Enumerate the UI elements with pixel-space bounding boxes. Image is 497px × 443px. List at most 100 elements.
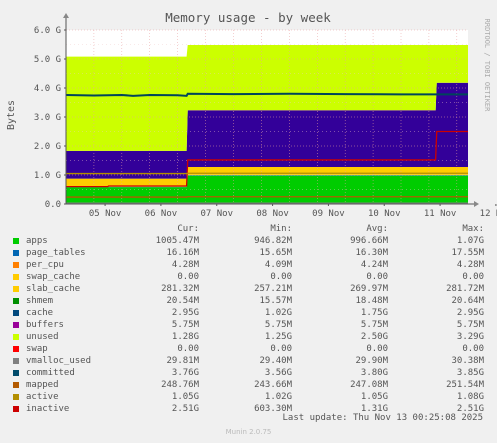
- legend-label: active: [26, 392, 59, 402]
- legend-item-swap-cache: swap_cache 0.00 0.00 0.00 0.00: [12, 271, 487, 283]
- legend-min-value: 4.09M: [264, 260, 292, 270]
- legend-avg-value: 5.75M: [360, 320, 388, 330]
- legend-avg-value: 0.00: [366, 344, 388, 354]
- header-min: Min:: [270, 224, 292, 234]
- header-avg: Avg:: [366, 224, 388, 234]
- legend-min-value: 0.00: [270, 272, 292, 282]
- legend-avg-value: 3.80G: [360, 368, 388, 378]
- legend-item-mapped: mapped 248.76M 243.66M 247.08M 251.54M: [12, 379, 487, 391]
- legend-avg-value: 1.05G: [360, 392, 388, 402]
- legend-max-value: 5.75M: [456, 320, 484, 330]
- legend-min-value: 257.21M: [254, 284, 292, 294]
- legend-label: page_tables: [26, 248, 86, 258]
- legend-avg-value: 29.90M: [355, 356, 388, 366]
- legend-label: swap_cache: [26, 272, 81, 282]
- rrdtool-credit: RRDTOOL / TOBI OETIKER: [483, 19, 491, 113]
- legend-avg-value: 269.97M: [350, 284, 388, 294]
- legend-max-value: 281.72M: [446, 284, 484, 294]
- legend-min-value: 1.02G: [264, 308, 292, 318]
- legend-item-committed: committed 3.76G 3.56G 3.80G 3.85G: [12, 367, 487, 379]
- y-axis-label: Bytes: [6, 100, 17, 130]
- legend-rows: apps 1005.47M 946.82M 996.66M 1.07G page_tabl…: [12, 235, 487, 415]
- legend-item-apps: apps 1005.47M 946.82M 996.66M 1.07G: [12, 235, 487, 247]
- series-lines: [65, 92, 468, 204]
- x-tick-label: 11 Nov: [424, 209, 457, 219]
- legend-header: Cur: Min: Avg: Max:: [12, 223, 487, 235]
- legend-min-value: 29.40M: [259, 356, 292, 366]
- legend-swatch: [13, 250, 19, 256]
- chart-title: Memory usage - by week: [165, 10, 331, 25]
- legend-cur-value: 4.28M: [171, 260, 199, 270]
- legend-cur-value: 281.32M: [161, 284, 199, 294]
- legend-label: slab_cache: [26, 284, 81, 294]
- legend-avg-value: 18.48M: [355, 296, 388, 306]
- legend-max-value: 0.00: [462, 344, 484, 354]
- x-tick-label: 07 Nov: [200, 209, 233, 219]
- legend-max-value: 30.38M: [451, 356, 484, 366]
- legend-avg-value: 1.31G: [360, 404, 388, 414]
- x-tick-label: 09 Nov: [312, 209, 345, 219]
- legend-max-value: 20.64M: [451, 296, 484, 306]
- legend-item-vmalloc-used: vmalloc_used 29.81M 29.40M 29.90M 30.38M: [12, 355, 487, 367]
- legend-swatch: [13, 298, 19, 304]
- y-tick-label: 0.0: [45, 200, 61, 210]
- legend-swatch: [13, 286, 19, 292]
- legend-swatch: [13, 394, 19, 400]
- x-axis-arrow: [474, 201, 479, 207]
- legend-label: apps: [26, 236, 48, 246]
- y-tick-label: 2.0 G: [34, 142, 61, 152]
- legend-cur-value: 0.00: [177, 344, 199, 354]
- legend-label: shmem: [26, 296, 54, 306]
- y-axis-arrow: [63, 13, 69, 18]
- legend-cur-value: 0.00: [177, 272, 199, 282]
- legend-max-value: 3.85G: [456, 368, 484, 378]
- y-tick-label: 6.0 G: [34, 26, 61, 36]
- legend-cur-value: 29.81M: [166, 356, 199, 366]
- axes: 0.0 1.0 G 2.0 G 3.0 G 4.0 G 5.0 G 6.0 G 05 Nov 0…: [34, 13, 497, 219]
- legend-min-value: 1.02G: [264, 392, 292, 402]
- line-committed: [65, 92, 468, 97]
- legend-min-value: 3.56G: [264, 368, 292, 378]
- legend-avg-value: 1.75G: [360, 308, 388, 318]
- legend-max-value: 1.07G: [456, 236, 484, 246]
- legend-swatch: [13, 370, 19, 376]
- legend-swatch: [13, 382, 19, 388]
- legend-min-value: 243.66M: [254, 380, 292, 390]
- legend-label: per_cpu: [26, 260, 64, 270]
- memory-chart: Memory usage - by week Bytes RRDTOOL / T…: [6, 10, 497, 219]
- legend-item-shmem: shmem 20.54M 15.57M 18.48M 20.64M: [12, 295, 487, 307]
- legend-min-value: 1.25G: [264, 332, 292, 342]
- legend-avg-value: 996.66M: [350, 236, 388, 246]
- legend-cur-value: 20.54M: [166, 296, 199, 306]
- legend-cur-value: 248.76M: [161, 380, 199, 390]
- legend-cur-value: 5.75M: [171, 320, 199, 330]
- x-tick-label: 10 Nov: [368, 209, 401, 219]
- area-cache: [66, 82, 468, 179]
- legend-item-buffers: buffers 5.75M 5.75M 5.75M 5.75M: [12, 319, 487, 331]
- legend-label: unused: [26, 332, 59, 342]
- legend-swatch: [13, 406, 19, 412]
- legend-max-value: 17.55M: [451, 248, 484, 258]
- legend-min-value: 0.00: [270, 344, 292, 354]
- legend-avg-value: 2.50G: [360, 332, 388, 342]
- legend-swatch: [13, 274, 19, 280]
- legend-cur-value: 1.05G: [171, 392, 199, 402]
- legend-cur-value: 1.28G: [171, 332, 199, 342]
- legend-item-per-cpu: per_cpu 4.28M 4.09M 4.24M 4.28M: [12, 259, 487, 271]
- legend-label: committed: [26, 368, 75, 378]
- area-unused: [66, 45, 468, 151]
- legend-avg-value: 16.30M: [355, 248, 388, 258]
- legend-cur-value: 3.76G: [171, 368, 199, 378]
- legend-label: buffers: [26, 320, 64, 330]
- legend-cur-value: 2.51G: [171, 404, 199, 414]
- stacked-areas: [66, 45, 468, 204]
- legend-max-value: 251.54M: [446, 380, 484, 390]
- legend-label: cache: [26, 308, 54, 318]
- legend-cur-value: 1005.47M: [155, 236, 199, 246]
- legend-min-value: 946.82M: [254, 236, 292, 246]
- legend-swatch: [13, 346, 19, 352]
- x-tick-label: 12 Nov: [480, 209, 497, 219]
- legend-avg-value: 247.08M: [350, 380, 388, 390]
- legend-swatch: [13, 322, 19, 328]
- legend-label: swap: [26, 344, 48, 354]
